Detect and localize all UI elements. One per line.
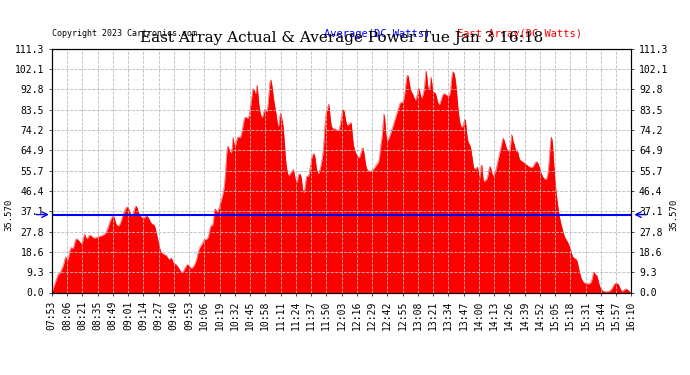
Title: East Array Actual & Average Power Tue Jan 3 16:18: East Array Actual & Average Power Tue Ja… <box>140 31 543 45</box>
Text: East Array(DC Watts): East Array(DC Watts) <box>457 29 582 39</box>
Text: Average(DC Watts): Average(DC Watts) <box>324 29 431 39</box>
Text: Copyright 2023 Cartronics.com: Copyright 2023 Cartronics.com <box>52 29 197 38</box>
Text: 35.570: 35.570 <box>669 198 678 231</box>
Text: 35.570: 35.570 <box>5 198 14 231</box>
